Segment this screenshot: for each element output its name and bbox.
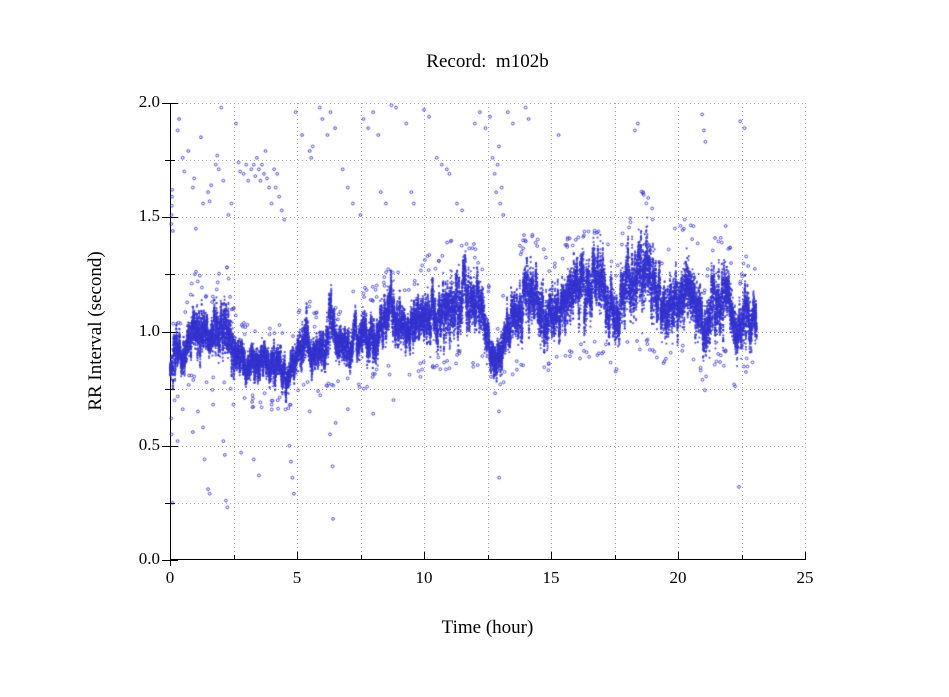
y-tick-label: 1.0 [138, 320, 160, 340]
y-tick-label: 1.5 [138, 206, 160, 226]
y-tick-label: 0.0 [138, 549, 160, 568]
y-tick-label: 0.5 [138, 434, 160, 454]
x-tick-label: 15 [542, 568, 560, 587]
x-axis-title: Time (hour) [441, 617, 534, 638]
x-tick-label: 10 [415, 568, 433, 587]
x-tick-label: 0 [165, 568, 175, 587]
x-tick-label: 5 [292, 568, 302, 587]
y-tick-label: 2.0 [138, 92, 160, 111]
x-tick-label: 25 [796, 568, 814, 587]
x-tick-label: 20 [669, 568, 687, 587]
y-axis-title: RR Interval (second) [85, 251, 106, 411]
